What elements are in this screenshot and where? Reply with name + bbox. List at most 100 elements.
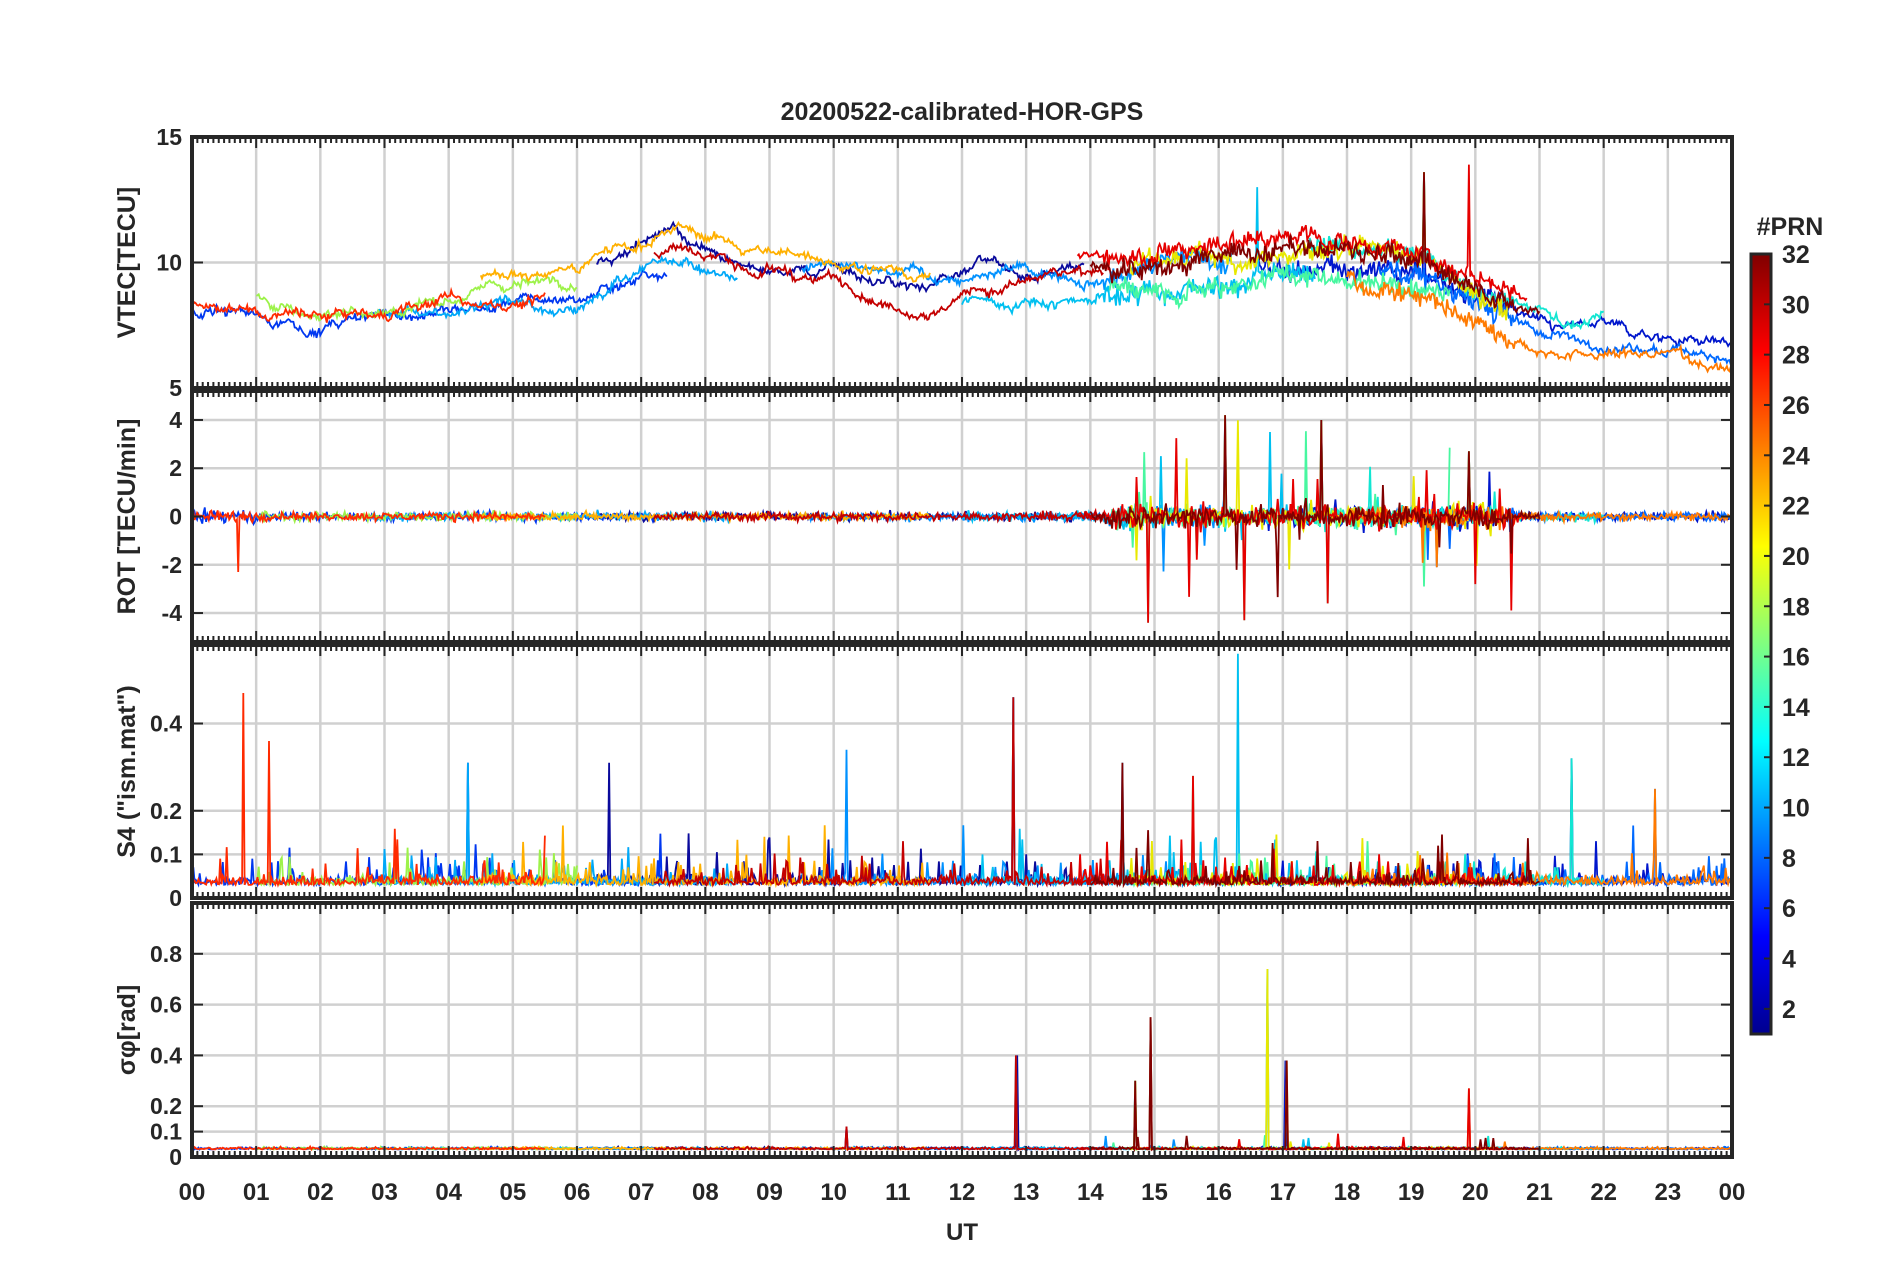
x-tick-label: 02 bbox=[307, 1179, 334, 1206]
y-tick-label: 4 bbox=[169, 407, 182, 433]
x-tick-label: 16 bbox=[1205, 1179, 1232, 1206]
colorbar-tick-label: 12 bbox=[1782, 744, 1810, 772]
y-axis-label-sigma-phi: σφ[rad] bbox=[113, 985, 141, 1076]
x-tick-label: 18 bbox=[1334, 1179, 1361, 1206]
x-tick-label: 07 bbox=[628, 1179, 655, 1206]
series-group bbox=[192, 968, 1732, 1153]
y-tick-label: 0.6 bbox=[150, 992, 182, 1018]
x-tick-label: 15 bbox=[1141, 1179, 1168, 1206]
colorbar-tick-label: 16 bbox=[1782, 644, 1810, 672]
series-line-prn-8 bbox=[1378, 260, 1732, 368]
x-tick-label: 11 bbox=[885, 1179, 910, 1206]
colorbar-tick-label: 20 bbox=[1782, 543, 1810, 571]
series-line-prn-27 bbox=[192, 286, 546, 323]
y-tick-label: 0 bbox=[169, 1144, 182, 1170]
series-group bbox=[192, 415, 1732, 623]
x-tick-label: 01 bbox=[243, 1179, 270, 1206]
y-tick-label: 2 bbox=[169, 455, 182, 481]
colorbar-label: #PRN bbox=[1757, 213, 1824, 241]
colorbar-tick-label: 18 bbox=[1782, 593, 1810, 621]
y-axis-label-rot: ROT [TECU/min] bbox=[113, 419, 141, 615]
x-tick-label: 09 bbox=[756, 1179, 783, 1206]
x-tick-label: 17 bbox=[1269, 1179, 1296, 1206]
y-tick-label: 5 bbox=[169, 375, 182, 401]
colorbar-tick-label: 2 bbox=[1782, 996, 1796, 1024]
y-tick-label: 0.4 bbox=[150, 1042, 182, 1068]
x-tick-label: 19 bbox=[1398, 1179, 1425, 1206]
x-tick-label: 23 bbox=[1654, 1179, 1681, 1206]
colorbar-tick-label: 24 bbox=[1782, 442, 1810, 470]
series-group bbox=[192, 653, 1732, 889]
series-line-prn-27 bbox=[192, 1144, 546, 1152]
series-line-prn-22 bbox=[479, 220, 931, 283]
x-tick-label: 05 bbox=[499, 1179, 526, 1206]
x-axis-label: UT bbox=[946, 1219, 978, 1246]
x-tick-label: 14 bbox=[1077, 1179, 1104, 1206]
colorbar-tick-label: 32 bbox=[1782, 241, 1810, 269]
series-line-prn-32 bbox=[1090, 1017, 1541, 1153]
series-line-prn-24 bbox=[1346, 788, 1732, 889]
colorbar-tick-label: 6 bbox=[1782, 895, 1796, 923]
y-tick-label: 0.8 bbox=[150, 941, 182, 967]
series-line-prn-30 bbox=[653, 509, 1105, 525]
x-tick-label: 22 bbox=[1590, 1179, 1617, 1206]
x-tick-label: 06 bbox=[564, 1179, 591, 1206]
y-axis-label-s4: S4 ("ism.mat") bbox=[113, 685, 141, 857]
panel-sigma-phi: 00.10.2 0.4 0.6 0.8 σφ[rad] bbox=[113, 901, 1734, 1170]
x-tick-label: 12 bbox=[949, 1179, 976, 1206]
x-tick-label: 13 bbox=[1013, 1179, 1040, 1206]
y-tick-label: 0 bbox=[169, 885, 182, 911]
colorbar-gradient bbox=[1749, 252, 1773, 1036]
x-minor-ticks bbox=[191, 137, 1733, 388]
series-line-prn-16 bbox=[1108, 263, 1451, 310]
x-minor-ticks bbox=[191, 903, 1733, 1157]
x-tick-label: 20 bbox=[1462, 1179, 1489, 1206]
grid-lines bbox=[192, 903, 1732, 1157]
series-line-prn-27 bbox=[192, 692, 546, 888]
series-line-prn-18 bbox=[256, 274, 578, 322]
series-group bbox=[192, 164, 1732, 374]
series-line-prn-32 bbox=[1089, 415, 1541, 598]
colorbar-tick-label: 22 bbox=[1782, 493, 1810, 521]
x-tick-label: 08 bbox=[692, 1179, 719, 1206]
panel-s4: 0 0.1 0.2 0.4 S4 ("ism.mat") bbox=[113, 643, 1734, 911]
y-tick-label: -2 bbox=[162, 552, 182, 578]
x-tick-label: 03 bbox=[371, 1179, 398, 1206]
y-tick-label: 0.1 bbox=[150, 841, 182, 867]
y-axis-label-vtec: VTEC[TECU] bbox=[113, 187, 141, 338]
x-tick-label: 10 bbox=[820, 1179, 847, 1206]
panel-vtec: 5 10 15 VTEC[TECU] bbox=[113, 124, 1734, 401]
x-tick-label: 21 bbox=[1526, 1179, 1553, 1206]
colorbar-tick-label: 14 bbox=[1782, 694, 1810, 722]
series-line-prn-27 bbox=[192, 509, 546, 573]
colorbar-tick-label: 26 bbox=[1782, 392, 1810, 420]
series-line-prn-24 bbox=[1346, 269, 1732, 374]
colorbar-tick-label: 28 bbox=[1782, 342, 1810, 370]
y-tick-label: 15 bbox=[156, 124, 182, 150]
series-line-prn-30 bbox=[653, 1055, 1104, 1152]
x-tick-label: 00 bbox=[1719, 1179, 1746, 1206]
series-line-prn-30 bbox=[653, 241, 1104, 322]
y-tick-label: -4 bbox=[162, 600, 183, 626]
series-line-prn-32 bbox=[1089, 172, 1541, 316]
series-line-prn-28 bbox=[1076, 164, 1528, 302]
series-line-prn-5 bbox=[192, 267, 668, 339]
series-line-prn-30 bbox=[653, 697, 1105, 888]
y-tick-label: 0.1 bbox=[150, 1119, 182, 1145]
y-tick-label: 0.2 bbox=[150, 1093, 182, 1119]
series-line-prn-32 bbox=[1089, 762, 1540, 889]
colorbar-tick-label: 10 bbox=[1782, 795, 1810, 823]
colorbar-tick-label: 4 bbox=[1782, 946, 1796, 974]
panel-rot: -4 -2 0 2 4 ROT [TECU/min] bbox=[113, 389, 1734, 644]
y-tick-label: 0 bbox=[169, 504, 182, 530]
grid-lines bbox=[192, 645, 1732, 898]
chart-title: 20200522-calibrated-HOR-GPS bbox=[781, 98, 1144, 126]
y-tick-label: 0.4 bbox=[150, 711, 182, 737]
colorbar-tick-label: 30 bbox=[1782, 291, 1810, 319]
y-tick-label: 0.2 bbox=[150, 798, 182, 824]
x-tick-label: 00 bbox=[179, 1179, 206, 1206]
x-minor-ticks bbox=[191, 391, 1733, 642]
